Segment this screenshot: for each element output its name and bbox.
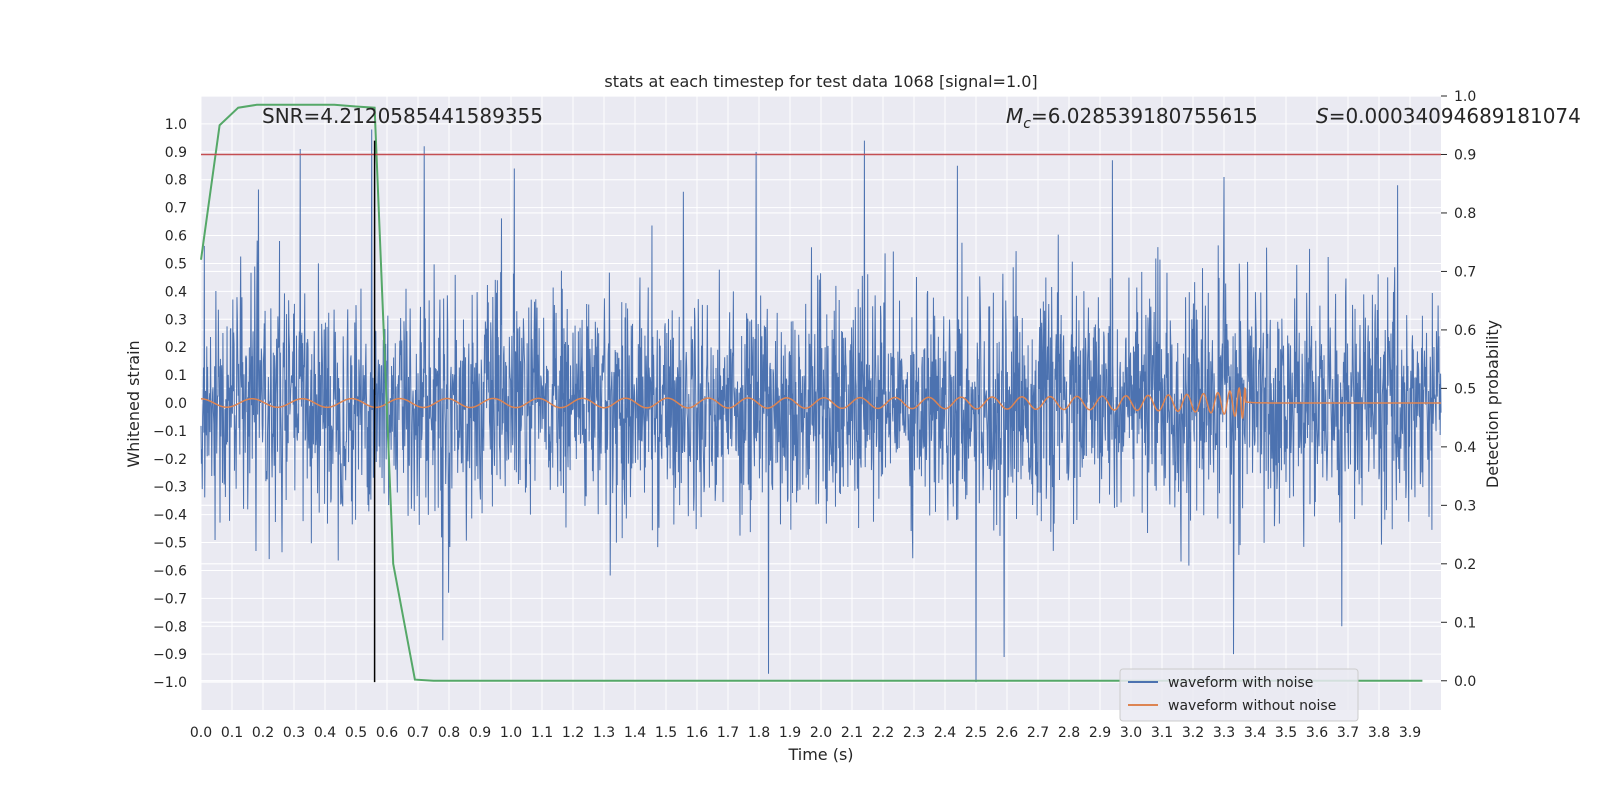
x-tick-label: 0.8 xyxy=(438,725,460,741)
y-tick-label: 0.5 xyxy=(165,256,187,272)
s-symbol: S xyxy=(1316,104,1329,128)
y-tick-label: 0.4 xyxy=(165,284,187,300)
x-tick-label: 2.0 xyxy=(810,725,832,741)
x-tick-label: 1.4 xyxy=(624,725,646,741)
y2-tick-label: 1.0 xyxy=(1454,89,1476,105)
x-tick-label: 1.2 xyxy=(562,725,584,741)
x-tick-label: 0.3 xyxy=(283,725,305,741)
y-axis-label: Whitened strain xyxy=(124,340,143,467)
y2-tick-label: 0.9 xyxy=(1454,147,1476,163)
y2-tick-label: 0.6 xyxy=(1454,323,1476,339)
x-tick-label: 0.6 xyxy=(376,725,398,741)
x-tick-label: 2.3 xyxy=(903,725,925,741)
x-tick-label: 2.4 xyxy=(934,725,956,741)
legend-box xyxy=(1119,668,1359,722)
chirp-mass-value: =6.028539180755615 xyxy=(1031,104,1258,128)
y-tick-label: 0.3 xyxy=(165,312,187,328)
y-tick-label: −0.4 xyxy=(153,508,187,524)
x-tick-label: 0.4 xyxy=(314,725,336,741)
y2-tick-label: 0.3 xyxy=(1454,498,1476,514)
y-tick-label: −0.9 xyxy=(153,647,187,663)
y2-tick-label: 0.8 xyxy=(1454,206,1476,222)
y-tick-label: 0.2 xyxy=(165,340,187,356)
y-axis-ticks: 1.0 0.9 0.8 0.7 0.6 0.5 0.4 0.3 0.2 0.1 0.0 −0.1 −0.… xyxy=(153,117,187,691)
y-tick-label: 0.6 xyxy=(165,229,187,245)
y-tick-label: 0.9 xyxy=(165,145,187,161)
clean-waveform-line xyxy=(200,386,1441,419)
y2-tick-label: 0.7 xyxy=(1454,264,1476,280)
y2-axis-ticks: 1.0 0.9 0.8 0.7 0.6 0.5 0.4 0.3 0.2 0.1 0.0 xyxy=(1441,89,1476,690)
y-tick-label: 0.1 xyxy=(165,368,187,384)
y-tick-label: −0.6 xyxy=(153,563,187,579)
y-tick-label: −0.1 xyxy=(153,424,187,440)
x-tick-label: 0.0 xyxy=(190,725,212,741)
x-tick-label: 2.6 xyxy=(996,725,1018,741)
x-tick-label: 1.8 xyxy=(748,725,770,741)
x-tick-label: 3.2 xyxy=(1182,725,1204,741)
y-tick-label: −0.7 xyxy=(153,591,187,607)
x-axis-label: Time (s) xyxy=(787,745,853,764)
x-tick-label: 0.7 xyxy=(407,725,429,741)
y2-tick-label: 0.2 xyxy=(1454,557,1476,573)
y2-tick-label: 0.5 xyxy=(1454,381,1476,397)
x-tick-label: 1.3 xyxy=(593,725,615,741)
y-tick-label: −1.0 xyxy=(153,675,187,691)
series-detection-probability xyxy=(200,103,1423,682)
x-tick-label: 1.5 xyxy=(655,725,677,741)
y2-tick-label: 0.4 xyxy=(1454,440,1476,456)
detection-probability-line xyxy=(200,103,1423,682)
x-tick-label: 2.1 xyxy=(841,725,863,741)
y-tick-label: −0.8 xyxy=(153,619,187,635)
x-tick-label: 2.2 xyxy=(872,725,894,741)
x-tick-label: 1.7 xyxy=(717,725,739,741)
x-tick-label: 3.7 xyxy=(1337,725,1359,741)
y-tick-label: 0.7 xyxy=(165,201,187,217)
x-tick-label: 3.5 xyxy=(1275,725,1297,741)
noise-waveform-line xyxy=(200,129,1442,683)
series-waveform-with-noise xyxy=(200,129,1442,683)
y-tick-label: −0.2 xyxy=(153,452,187,468)
snr-annotation: SNR=4.2120585441589355 xyxy=(262,104,543,128)
y-tick-label: −0.5 xyxy=(153,536,187,552)
x-tick-label: 2.7 xyxy=(1027,725,1049,741)
x-tick-label: 0.9 xyxy=(469,725,491,741)
y2-tick-label: 0.0 xyxy=(1454,674,1476,690)
s-value: =0.00034094689181074 xyxy=(1329,104,1581,128)
x-tick-label: 3.1 xyxy=(1151,725,1173,741)
x-tick-label: 3.3 xyxy=(1213,725,1235,741)
series-waveform-without-noise xyxy=(200,386,1441,419)
x-tick-label: 0.1 xyxy=(221,725,243,741)
overlays xyxy=(201,140,1441,683)
y-tick-label: 1.0 xyxy=(165,117,187,133)
y-tick-label: 0.8 xyxy=(165,173,187,189)
x-tick-label: 2.8 xyxy=(1058,725,1080,741)
x-tick-label: 3.0 xyxy=(1120,725,1142,741)
x-tick-label: 1.6 xyxy=(686,725,708,741)
legend-label-clean: waveform without noise xyxy=(1168,698,1336,714)
chart-title: stats at each timestep for test data 106… xyxy=(604,72,1037,91)
chirp-mass-annotation: Mc=6.028539180755615 xyxy=(1006,104,1258,132)
x-tick-label: 3.8 xyxy=(1368,725,1390,741)
legend: waveform with noise waveform without noi… xyxy=(1119,668,1359,722)
x-tick-label: 2.5 xyxy=(965,725,987,741)
y2-axis-label: Detection probability xyxy=(1483,320,1502,488)
x-tick-label: 1.0 xyxy=(500,725,522,741)
x-tick-label: 0.5 xyxy=(345,725,367,741)
y2-tick-label: 0.1 xyxy=(1454,615,1476,631)
x-tick-label: 3.6 xyxy=(1306,725,1328,741)
x-tick-label: 3.9 xyxy=(1399,725,1421,741)
y-tick-label: −0.3 xyxy=(153,480,187,496)
chirp-mass-symbol: M xyxy=(1006,104,1023,128)
y-tick-label: 0.0 xyxy=(165,396,187,412)
x-tick-label: 1.9 xyxy=(779,725,801,741)
x-tick-label: 2.9 xyxy=(1089,725,1111,741)
legend-label-noise: waveform with noise xyxy=(1168,675,1313,691)
x-tick-label: 3.4 xyxy=(1244,725,1266,741)
s-annotation: S=0.00034094689181074 xyxy=(1316,104,1581,128)
chirp-mass-subscript: c xyxy=(1023,116,1031,132)
x-tick-label: 1.1 xyxy=(531,725,553,741)
x-tick-label: 0.2 xyxy=(252,725,274,741)
x-axis-ticks: 0.0 0.1 0.2 0.3 0.4 0.5 0.6 0.7 0.8 0.9 1.0 1.1 1.2 1… xyxy=(190,725,1421,741)
